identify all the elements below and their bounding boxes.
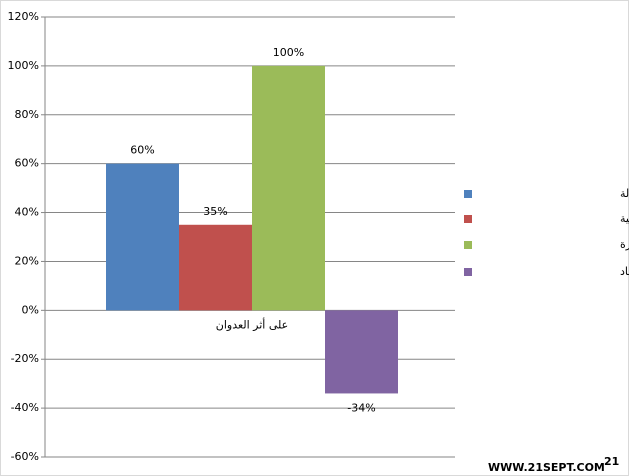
bar: [179, 224, 252, 311]
logo: 21: [604, 455, 619, 468]
value-label: 100%: [273, 46, 304, 59]
bar: [252, 65, 325, 311]
y-tick-label: 20%: [15, 254, 39, 267]
y-tick-label: 40%: [15, 206, 39, 219]
value-label: 35%: [203, 205, 227, 218]
y-tick-label: 120%: [8, 10, 39, 23]
legend-label: نسبة وسائل الإعلام المتضررة: [620, 238, 629, 251]
y-tick-label: -40%: [11, 401, 39, 414]
watermark: WWW.21SEPT.COM: [488, 461, 605, 474]
legend-swatch: [464, 215, 472, 223]
bar: [325, 310, 398, 394]
y-tick-label: 80%: [15, 108, 39, 121]
y-tick-label: 0%: [22, 303, 39, 316]
y-tick-label: -20%: [11, 352, 39, 365]
x-tick-label: على أثر العدوان: [216, 317, 289, 331]
legend-label: معدل البطالة: [620, 187, 629, 200]
y-tick-label: -60%: [11, 450, 39, 463]
legend-swatch: [464, 241, 472, 249]
y-tick-label: 60%: [15, 157, 39, 170]
value-label: 60%: [130, 144, 154, 157]
legend-swatch: [464, 268, 472, 276]
legend-label: نمو الإقتصاد: [620, 265, 629, 278]
legend-label: ارتفاع اسعار المواد الغذائية: [620, 212, 629, 225]
bar: [106, 163, 179, 311]
value-label: -34%: [347, 401, 375, 414]
y-tick-label: 100%: [8, 59, 39, 72]
legend-swatch: [464, 190, 472, 198]
